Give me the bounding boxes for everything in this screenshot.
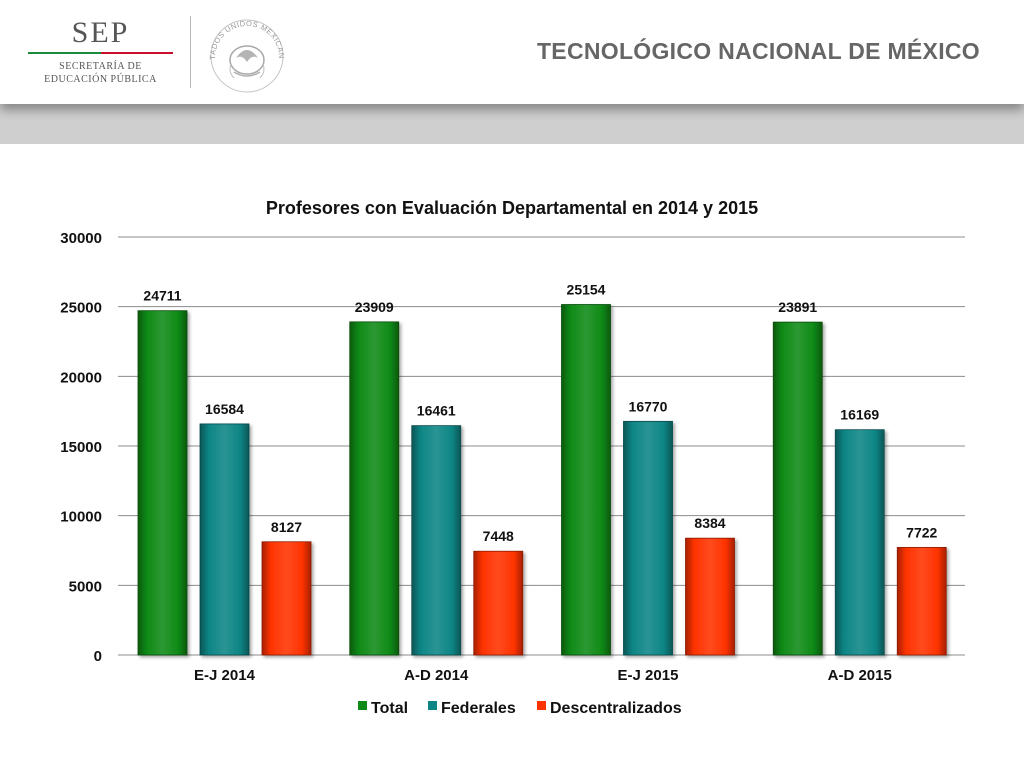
bar-total — [561, 304, 611, 656]
legend-swatch — [358, 701, 367, 710]
national-seal-icon: ESTADOS UNIDOS MEXICANOS — [204, 14, 286, 93]
y-tick-label: 25000 — [60, 300, 102, 317]
data-label: 25154 — [567, 282, 606, 298]
bar-descentralizados — [896, 547, 947, 656]
y-tick-label: 0 — [94, 648, 102, 665]
bar-federales — [199, 423, 250, 656]
sep-logo-word: SEP — [71, 16, 130, 49]
bar-federales — [623, 420, 673, 656]
bar-descentralizados — [685, 537, 735, 656]
sep-logo-line2: EDUCACIÓN PÚBLICA — [44, 74, 157, 85]
bar-total — [137, 310, 188, 656]
data-label: 23909 — [355, 299, 394, 315]
sep-logo: SEP SECRETARÍA DE EDUCACIÓN PÚBLICA — [28, 18, 173, 86]
y-tick-label: 20000 — [60, 369, 102, 386]
legend-label: Descentralizados — [550, 700, 682, 717]
data-label: 8384 — [694, 515, 725, 531]
bar-total — [349, 321, 400, 656]
legend-swatch — [428, 701, 437, 710]
y-tick-label: 15000 — [60, 439, 102, 456]
bar-federales — [834, 429, 885, 656]
sep-logo-rule — [28, 52, 173, 55]
data-label: 8127 — [271, 519, 302, 535]
x-tick-label: A-D 2014 — [404, 667, 469, 684]
x-tick-label: A-D 2015 — [828, 667, 892, 684]
data-label: 7722 — [906, 524, 937, 540]
legend-item-federales: Federales — [428, 700, 516, 717]
data-label: 16169 — [840, 407, 879, 423]
sep-logo-line1: SECRETARÍA DE — [59, 61, 142, 72]
y-tick-label: 30000 — [60, 230, 102, 247]
institution-title: TECNOLÓGICO NACIONAL DE MÉXICO — [536, 38, 980, 64]
data-label: 7448 — [483, 528, 514, 544]
y-tick-label: 10000 — [60, 509, 102, 526]
legend-item-descentralizados: Descentralizados — [537, 700, 682, 717]
header-divider — [190, 16, 191, 88]
legend-label: Total — [371, 700, 408, 717]
data-label: 16770 — [629, 398, 668, 414]
data-label: 16584 — [205, 401, 244, 417]
x-tick-label: E-J 2015 — [618, 667, 679, 684]
data-label: 24711 — [143, 288, 181, 304]
bar-total — [772, 321, 823, 656]
header-band — [0, 104, 1024, 144]
y-tick-label: 5000 — [69, 578, 102, 595]
legend-label: Federales — [441, 700, 516, 717]
bar-federales — [411, 425, 462, 656]
slide-header: SEP SECRETARÍA DE EDUCACIÓN PÚBLICA ESTA… — [0, 0, 1024, 104]
bar-descentralizados — [473, 550, 524, 656]
data-label: 16461 — [417, 403, 456, 419]
chart-title: Profesores con Evaluación Departamental … — [266, 198, 758, 218]
legend-item-total: Total — [358, 700, 408, 717]
legend-swatch — [537, 701, 546, 710]
x-tick-label: E-J 2014 — [194, 667, 256, 684]
data-label: 23891 — [778, 299, 817, 315]
bar-descentralizados — [261, 541, 312, 656]
